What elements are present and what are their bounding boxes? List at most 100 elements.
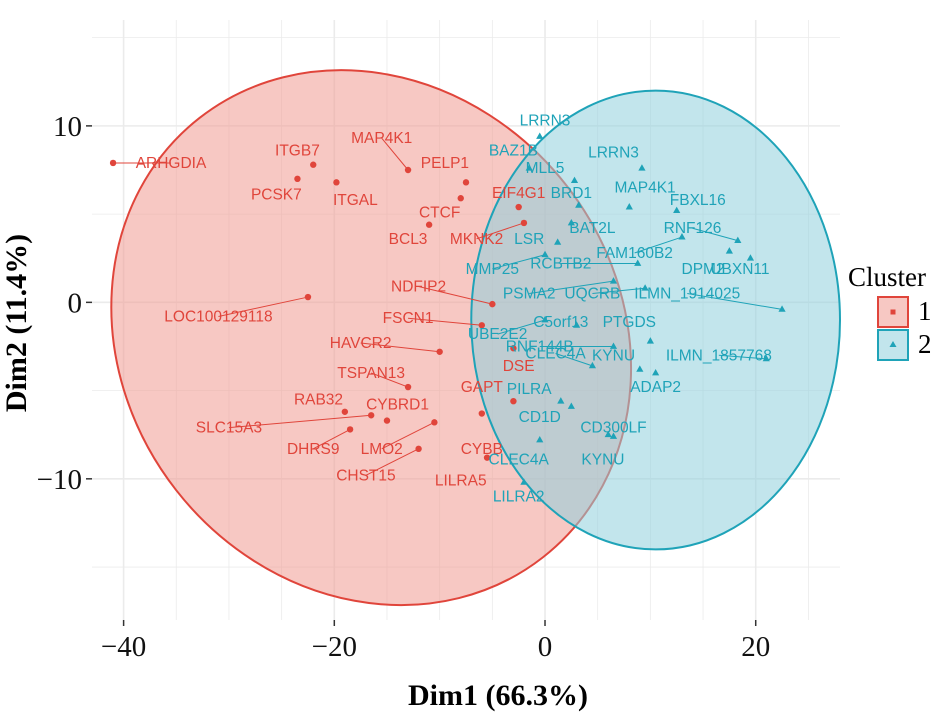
point-label: CD300LF	[580, 420, 646, 437]
point-label: LSR	[514, 231, 544, 248]
y-axis-title: Dim2 (11.4%)	[0, 234, 33, 412]
label-leaders	[113, 137, 783, 476]
point-cluster-2	[573, 321, 581, 328]
point-cluster-2	[575, 201, 583, 208]
y-tick-label: 10	[53, 111, 82, 143]
point-label: KYNU	[581, 451, 624, 468]
point-cluster-2	[778, 305, 786, 312]
point-cluster-2	[625, 203, 633, 210]
label-leader	[218, 296, 309, 317]
point-label: PELP1	[421, 155, 469, 172]
point-label: LRRN3	[520, 113, 571, 130]
label-leader	[408, 317, 482, 326]
point-label: DPM2	[682, 261, 725, 278]
label-leader	[692, 227, 738, 242]
point-label: UBXN11	[710, 261, 769, 278]
point-cluster-1	[515, 203, 522, 211]
point-label: UBE2E2	[468, 326, 527, 343]
point-cluster-2	[636, 365, 644, 372]
point-cluster-1	[510, 397, 517, 405]
x-tick-label: −40	[101, 631, 146, 663]
point-cluster-1	[415, 445, 422, 453]
point-label: SLC15A3	[196, 420, 262, 437]
point-label: C5orf13	[533, 314, 588, 331]
point-cluster-2	[609, 432, 618, 439]
point-cluster-2	[520, 478, 528, 485]
x-tick-label: −20	[312, 631, 357, 663]
point-cluster-1	[478, 410, 486, 417]
label-leader	[360, 342, 440, 353]
label-leader	[476, 222, 525, 240]
point-cluster-2	[762, 354, 770, 362]
point-cluster-1	[341, 408, 349, 415]
point-label: LMO2	[361, 441, 403, 458]
point-cluster-2	[604, 430, 612, 438]
label-leader	[718, 354, 767, 360]
point-cluster-2	[734, 236, 742, 243]
label-leader	[592, 287, 646, 295]
x-tick-label: 0	[538, 631, 553, 663]
point-label: CHST15	[336, 467, 395, 484]
point-label: PSMA2	[503, 286, 556, 303]
point-label: RAB32	[294, 391, 343, 408]
x-tick-label: 20	[741, 631, 770, 663]
point-label: ADAP2	[630, 379, 681, 396]
x-axis-title: Dim1 (66.3%)	[408, 679, 588, 712]
point-label: UQCRB	[564, 286, 620, 303]
ellipse-cluster-2	[470, 89, 841, 551]
point-cluster-2	[536, 436, 544, 443]
y-tick-label: 0	[68, 287, 83, 319]
point-label: LILRA2	[493, 488, 545, 505]
point-cluster-2	[567, 402, 575, 409]
point-label: BAT2L	[569, 220, 616, 237]
point-label: ARHGDIA	[136, 155, 207, 172]
legend-label-1: 1	[918, 296, 932, 326]
point-label: EIF4G1	[492, 185, 545, 202]
point-label: LILRA5	[435, 473, 487, 490]
legend: Cluster 1 2	[848, 262, 932, 361]
point-label: PILRA	[507, 381, 552, 398]
point-cluster-1	[457, 195, 464, 202]
point-cluster-2	[725, 247, 733, 254]
point-label: CD1D	[519, 409, 561, 426]
point-cluster-1	[310, 161, 317, 168]
label-leader	[381, 137, 409, 171]
label-leader	[492, 254, 546, 270]
point-cluster-2	[746, 254, 755, 261]
point-labels: ARHGDIA ITGB7 MAP4K1 PELP1 PCSK7 ITGAL EIF4G1 C…	[136, 113, 772, 506]
point-label: BRD1	[551, 185, 592, 202]
label-leader	[418, 285, 493, 305]
point-cluster-1	[462, 179, 470, 186]
legend-title: Cluster	[848, 262, 926, 292]
point-cluster-2	[652, 368, 660, 376]
point-label: FAM160B2	[596, 245, 673, 262]
legend-key-2-point	[889, 341, 897, 347]
point-cluster-1	[294, 175, 301, 183]
label-leader	[687, 293, 783, 310]
y-tick-label: −10	[37, 464, 82, 496]
point-label: BCL3	[389, 231, 428, 248]
point-label: ITGAL	[333, 192, 378, 209]
axes: −40 −20 0 20 10 0 −10	[37, 111, 771, 663]
cluster-ellipses	[110, 69, 841, 607]
point-label: GAPT	[461, 379, 504, 396]
label-leader	[371, 372, 409, 388]
label-leader	[555, 353, 593, 367]
point-label: DHRS9	[287, 441, 340, 458]
label-leader	[497, 319, 546, 335]
point-label: CTCF	[419, 204, 460, 221]
legend-key-1-point	[890, 309, 896, 315]
point-cluster-2	[557, 397, 565, 404]
label-leader	[313, 428, 351, 450]
point-cluster-2	[609, 342, 618, 349]
point-label: BAZ1B	[489, 143, 538, 160]
point-cluster-2	[536, 132, 544, 139]
point-cluster-2	[525, 164, 533, 171]
point-cluster-2	[570, 176, 579, 183]
point-label: MKNK2	[450, 231, 503, 248]
label-leader	[634, 236, 683, 254]
point-cluster-2	[641, 284, 649, 291]
point-label: DSE	[503, 358, 535, 375]
point-cluster-1	[333, 179, 340, 186]
point-cluster-1	[346, 426, 354, 433]
